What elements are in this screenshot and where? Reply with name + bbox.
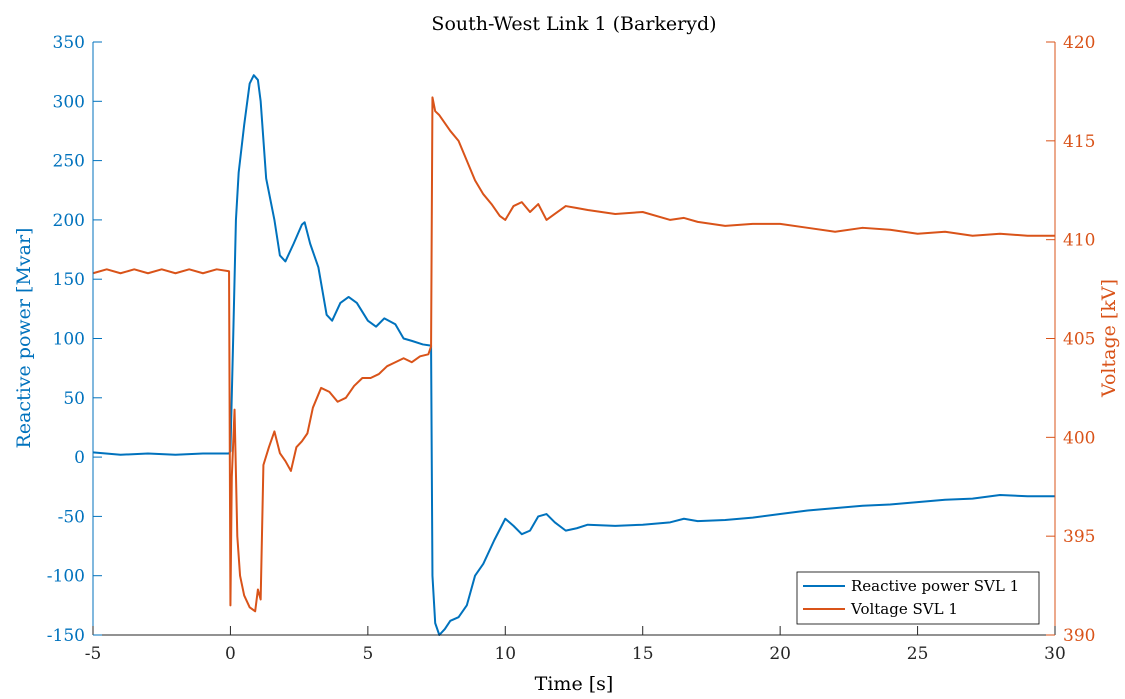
chart-title: South-West Link 1 (Barkeryd) [431,13,716,35]
y-left-tick-label: 200 [53,211,85,231]
y-right-tick-label: 410 [1063,231,1095,251]
y-left-tick-label: 300 [53,92,85,112]
y-left-tick-label: 0 [74,448,85,468]
y-right-tick-label: 405 [1063,330,1095,350]
legend-box [796,571,1040,625]
x-tick-label: 25 [907,644,929,664]
legend: Reactive power SVL 1 Voltage SVL 1 [796,571,1040,625]
series-layer [92,74,1055,636]
axes-layer: -5 0 5 10 15 20 25 30-150-100-50050100150200250… [47,33,1096,664]
series-line-reactive-power [92,74,1055,636]
legend-label-reactive-power: Reactive power SVL 1 [851,577,1019,595]
x-tick-label: 20 [769,644,791,664]
y-right-tick-label: 400 [1063,428,1095,448]
x-tick-label: 15 [632,644,654,664]
y-left-tick-label: -100 [47,567,85,587]
y-axis-right-title: Voltage [kV] [1098,279,1120,398]
x-tick-label: 30 [1044,644,1066,664]
y-left-tick-label: 250 [53,152,85,172]
x-tick-label: 0 [225,644,236,664]
series-line-voltage [92,96,1055,613]
y-left-tick-label: 150 [53,270,85,290]
y-right-tick-label: 390 [1063,626,1095,646]
y-left-tick-label: 100 [53,330,85,350]
y-right-tick-label: 415 [1063,132,1095,152]
x-tick-label: 10 [494,644,516,664]
y-axis-left-title: Reactive power [Mvar] [13,228,35,449]
y-right-tick-label: 395 [1063,527,1095,547]
y-right-tick-label: 420 [1063,33,1095,53]
legend-label-voltage: Voltage SVL 1 [850,600,958,618]
x-tick-label: 5 [362,644,373,664]
x-tick-label: -5 [85,644,102,664]
y-left-tick-label: 350 [53,33,85,53]
y-left-tick-label: -50 [58,507,85,527]
x-axis-title: Time [s] [535,673,614,695]
y-left-tick-label: -150 [47,626,85,646]
y-left-tick-label: 50 [63,389,85,409]
